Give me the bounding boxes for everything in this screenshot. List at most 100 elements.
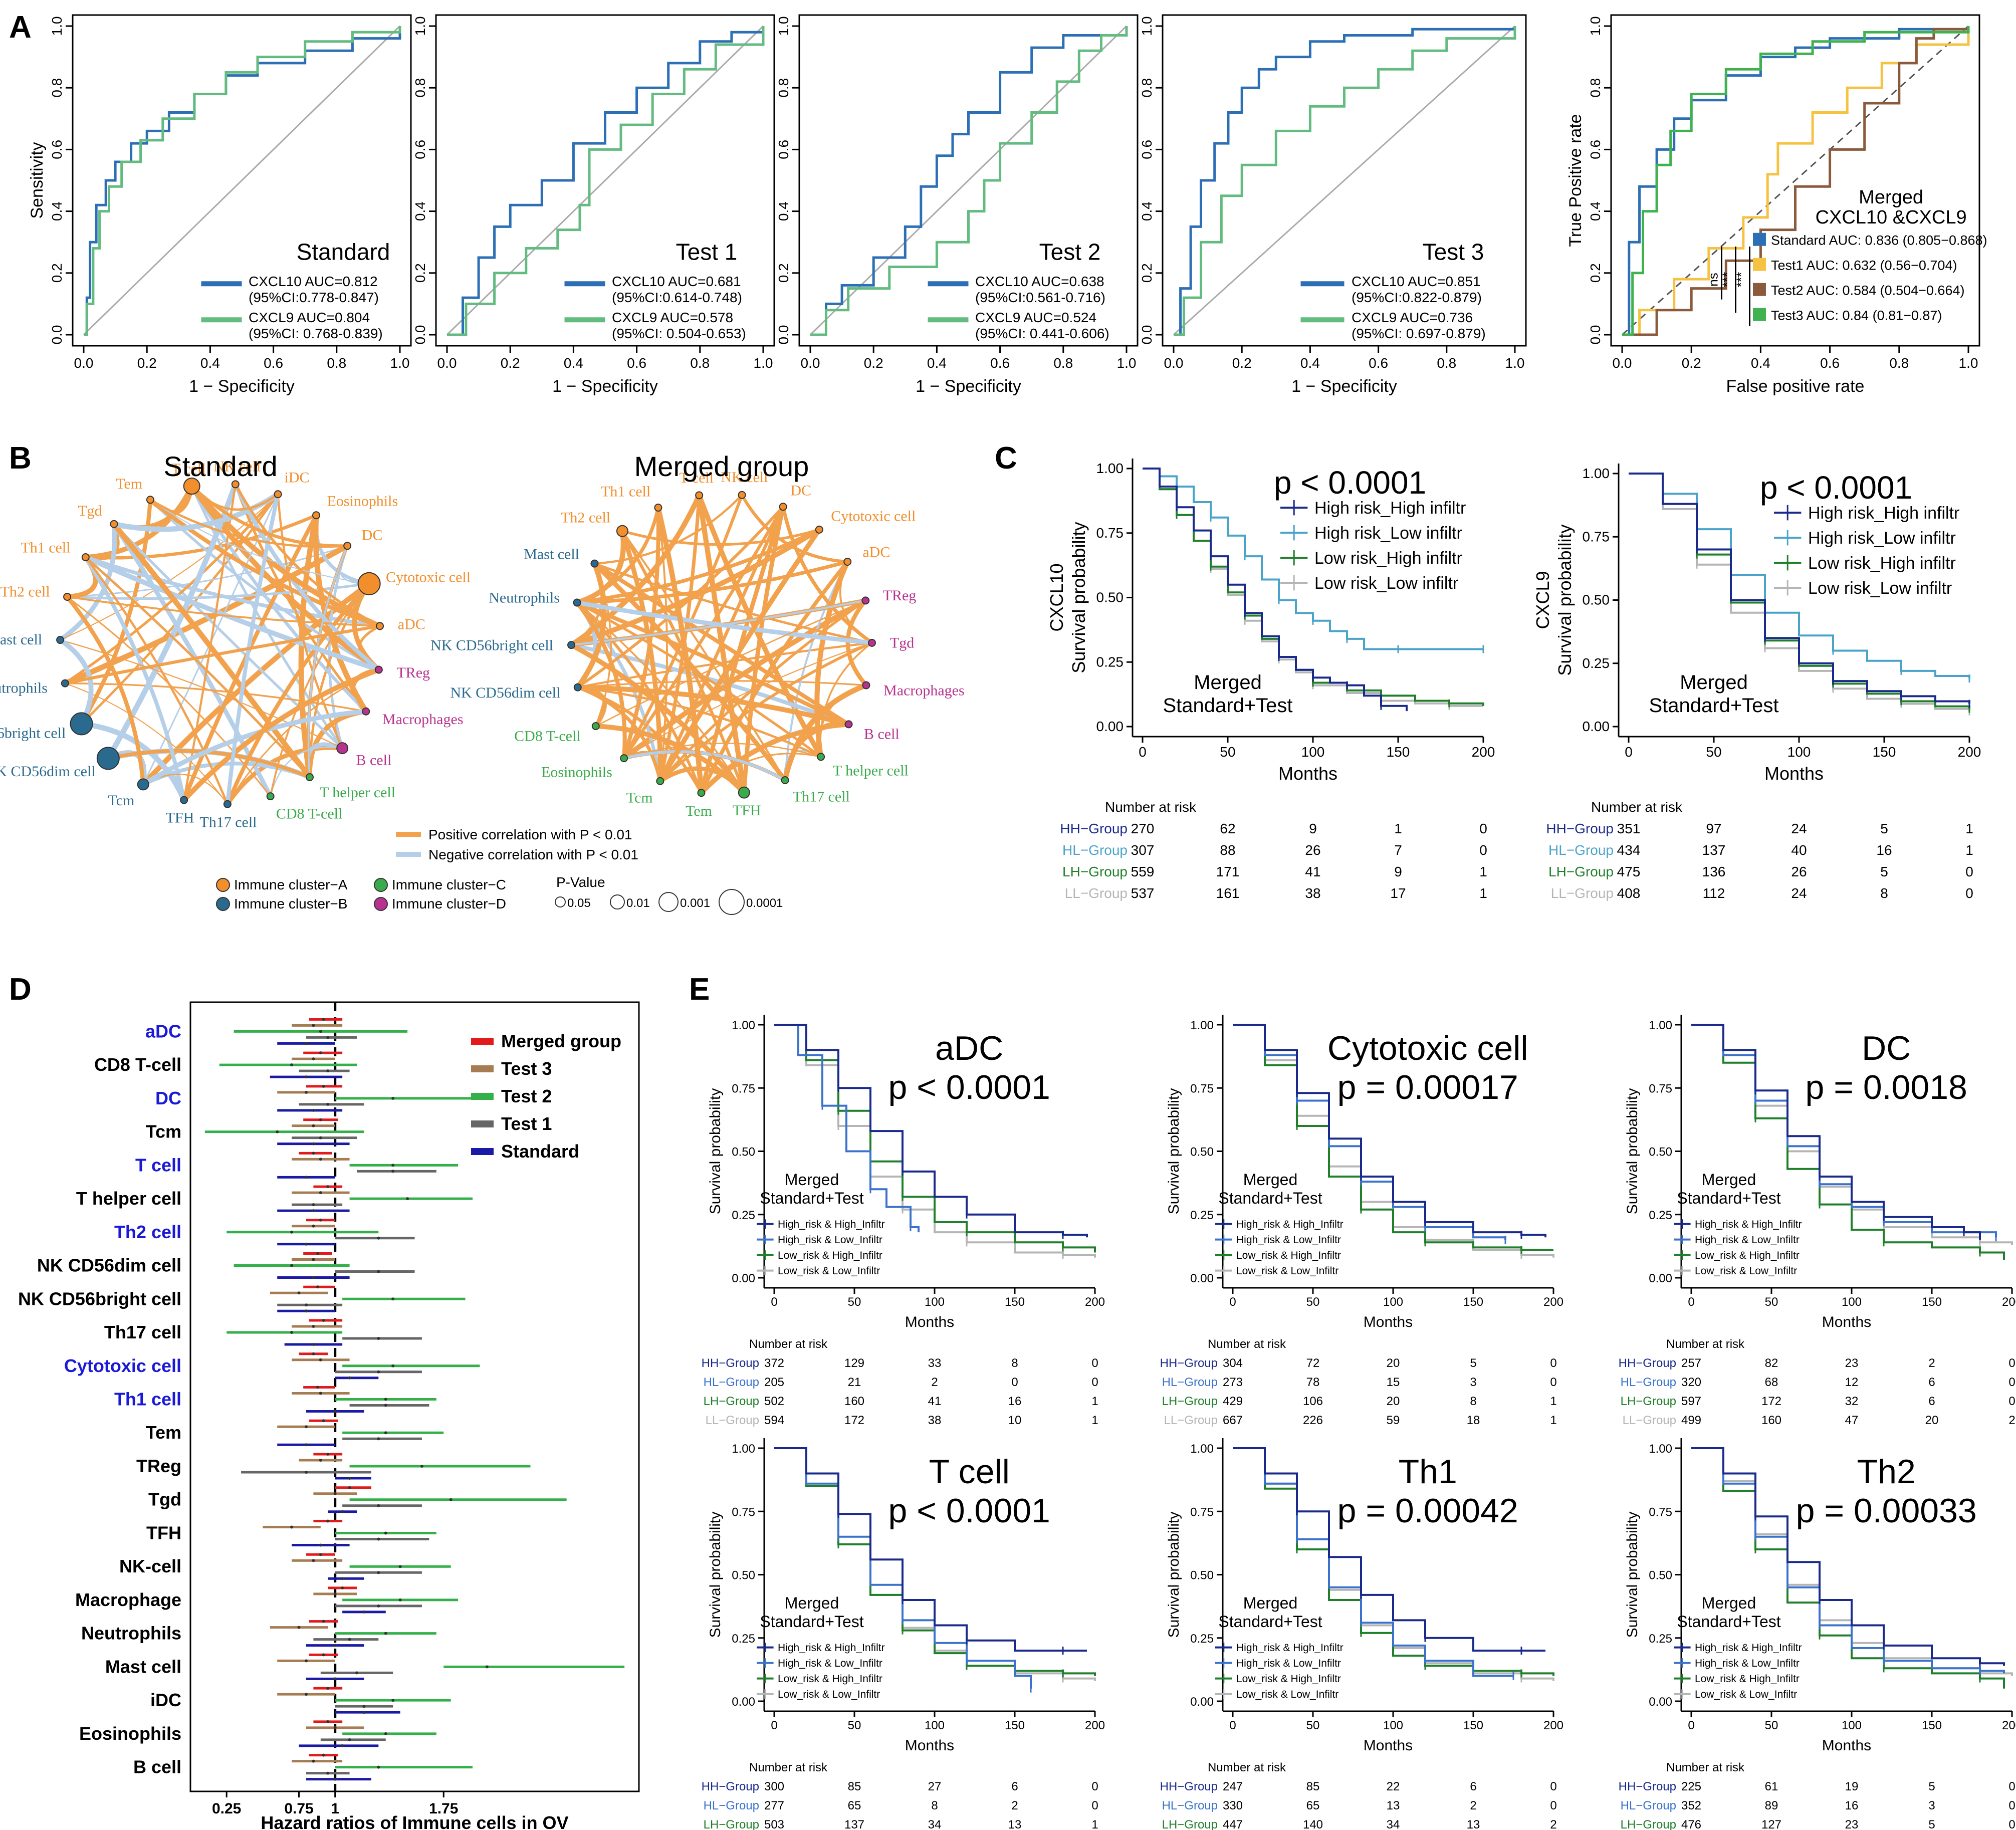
- roc-curve-cxcl10: [447, 26, 765, 336]
- node-label: T cell: [679, 470, 714, 486]
- ci-point: [290, 1331, 294, 1334]
- km-note-line2: Standard+Test: [1218, 1613, 1322, 1631]
- km-note-line1: Merged: [1680, 671, 1748, 694]
- legend-label: Low risk_Low infiltr: [1314, 574, 1458, 593]
- node-t-helper-cell: [817, 753, 825, 761]
- ci-point: [384, 1531, 387, 1535]
- risk-count: 247: [1223, 1780, 1243, 1793]
- risk-table-title: Number at risk: [1208, 1761, 1286, 1774]
- risk-count: 19: [1845, 1780, 1859, 1793]
- node-tcm: [656, 777, 664, 785]
- ci-point: [312, 1559, 315, 1562]
- legend-label: CXCL9 AUC=0.524: [975, 310, 1096, 325]
- node-label: NK cell: [213, 459, 261, 475]
- risk-count: 32: [1845, 1395, 1859, 1408]
- positive-edge: [149, 499, 348, 548]
- x-tick-label: 1.0: [1959, 355, 1978, 371]
- x-tick-label: 0.6: [1369, 355, 1388, 371]
- ci-point: [312, 1224, 315, 1228]
- node-tgd: [110, 520, 118, 528]
- x-tick-label: 100: [1842, 1295, 1862, 1309]
- x-tick-label: 0: [1229, 1295, 1236, 1309]
- x-tick-label: 0.4: [927, 355, 947, 371]
- roc-curve-cxcl10: [810, 26, 1128, 336]
- node-label: Th17 cell: [793, 789, 850, 805]
- positive-edge: [845, 599, 868, 687]
- positive-edge: [577, 506, 784, 689]
- x-axis-label: Months: [1364, 1737, 1413, 1754]
- legend-label: Low_risk & High_Infiltr: [1695, 1250, 1800, 1261]
- risk-count: 304: [1223, 1356, 1243, 1370]
- positive-edge: [740, 494, 848, 564]
- legend-ci: (95%CI:0.614-0.748): [612, 290, 742, 305]
- legend-label: Low_risk & Low_Infiltr: [1236, 1265, 1338, 1277]
- km-pvalue: p < 0.0001: [1274, 465, 1426, 501]
- node-t-cell: [695, 491, 704, 500]
- km-title: Cytotoxic cell: [1327, 1029, 1528, 1067]
- ci-point: [322, 1620, 325, 1623]
- ci-point: [304, 1659, 308, 1663]
- risk-count: 0: [1091, 1799, 1098, 1812]
- risk-count: 257: [1681, 1356, 1701, 1370]
- forest-row-label: Th1 cell: [114, 1389, 181, 1410]
- risk-count: 5: [1880, 821, 1888, 836]
- risk-group-label: LH−Group: [1621, 1395, 1676, 1408]
- risk-count: 34: [928, 1818, 942, 1830]
- ci-point: [297, 1626, 301, 1629]
- y-tick-label: 0.50: [732, 1569, 755, 1582]
- node-label: Tcm: [108, 792, 135, 809]
- ci-point: [355, 1671, 359, 1675]
- km-note-line1: Merged: [1243, 1594, 1298, 1612]
- legend-label: CXCL10 AUC=0.681: [612, 274, 741, 289]
- roc-curve-standard: [1622, 26, 1970, 336]
- ci-point: [290, 1063, 294, 1067]
- x-tick-label: 0: [1688, 1719, 1694, 1732]
- node-label: aDC: [862, 544, 890, 560]
- roc-title: Standard: [297, 239, 390, 265]
- ci-point: [316, 1386, 320, 1389]
- node-tgd: [867, 638, 876, 647]
- x-tick-label: 150: [1463, 1719, 1483, 1732]
- x-tick-label: 100: [925, 1719, 945, 1732]
- ci-point: [304, 1309, 308, 1313]
- roc-subtitle: CXCL10 &CXCL9: [1816, 207, 1967, 228]
- y-tick-label: 1.0: [412, 17, 428, 36]
- negative-edge: [142, 709, 366, 787]
- risk-count: 171: [1216, 864, 1240, 879]
- legend-label: High_risk & Low_Infiltr: [1236, 1658, 1341, 1669]
- y-tick-label: 1.0: [776, 17, 791, 36]
- risk-table-title: Number at risk: [749, 1761, 828, 1774]
- risk-count: 85: [1306, 1780, 1320, 1793]
- risk-count: 0: [2008, 1780, 2015, 1793]
- y-tick-label: 0.75: [1190, 1082, 1214, 1095]
- risk-count: 137: [844, 1818, 864, 1830]
- node-label: Tcm: [626, 790, 653, 806]
- risk-count: 0: [1479, 842, 1487, 858]
- risk-group-label: HL−Group: [1621, 1376, 1676, 1389]
- risk-count: 22: [1387, 1780, 1400, 1793]
- x-tick-label: 200: [1085, 1295, 1105, 1309]
- positive-edge: [655, 507, 704, 793]
- x-axis-label: Months: [1278, 763, 1337, 784]
- x-axis-label: Months: [1822, 1314, 1871, 1330]
- legend-label: Low risk_High infiltr: [1314, 549, 1462, 568]
- risk-count: 502: [764, 1395, 784, 1408]
- node-tcm: [137, 778, 149, 791]
- risk-count: 2: [1928, 1356, 1935, 1370]
- y-tick-label: 1.00: [1649, 1019, 1672, 1032]
- legend-label: High risk_High infiltr: [1808, 504, 1959, 523]
- risk-count: 20: [1925, 1414, 1939, 1427]
- risk-count: 476: [1681, 1818, 1701, 1830]
- x-tick-label: 100: [1383, 1295, 1403, 1309]
- legend-label: Test 1: [501, 1113, 552, 1134]
- risk-group-label: HL−Group: [1548, 842, 1614, 858]
- ci-point: [362, 1711, 366, 1714]
- ci-point: [326, 1102, 330, 1106]
- legend-label: High_risk & Low_Infiltr: [778, 1658, 882, 1669]
- ci-point: [377, 1604, 380, 1608]
- y-tick-label: 0.75: [732, 1082, 755, 1095]
- risk-count: 34: [1387, 1818, 1400, 1830]
- y-tick-label: 1.00: [1649, 1442, 1672, 1456]
- risk-count: 26: [1305, 842, 1320, 858]
- x-axis-label: False positive rate: [1726, 377, 1865, 396]
